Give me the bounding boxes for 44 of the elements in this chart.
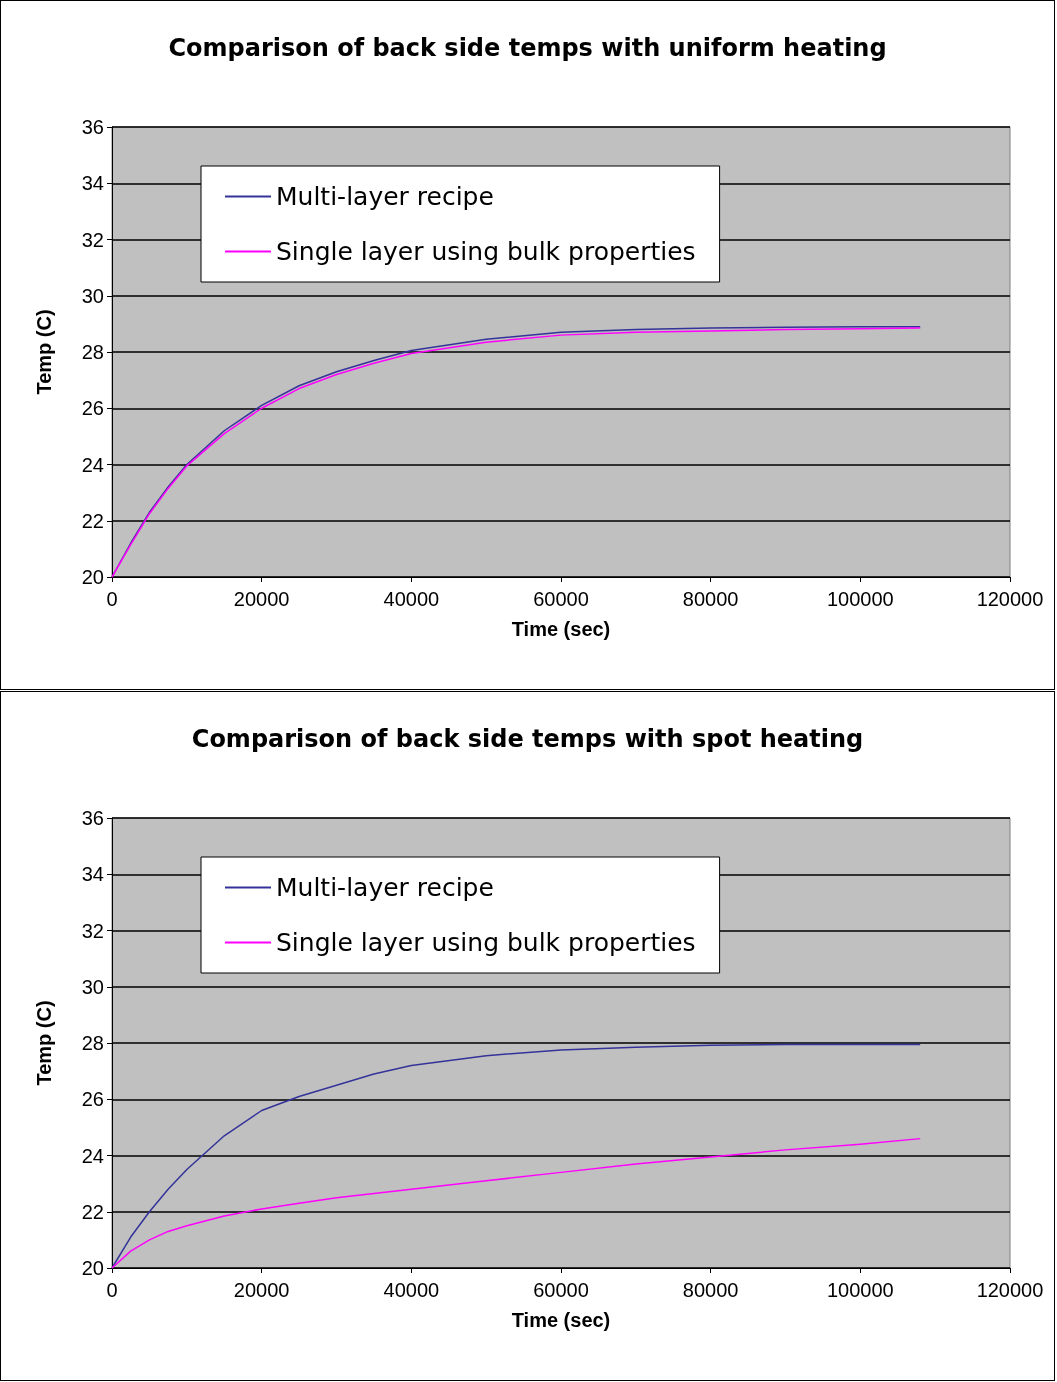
line-series bbox=[111, 1043, 921, 1269]
y-tick-label: 26 bbox=[81, 1088, 104, 1111]
y-tick-label: 36 bbox=[81, 116, 104, 138]
x-tick-label: 120000 bbox=[976, 1279, 1044, 1301]
y-tick-label: 32 bbox=[81, 228, 104, 251]
legend-label: Single layer using bulk properties bbox=[276, 928, 696, 957]
y-tick-label: 32 bbox=[81, 919, 104, 942]
x-tick-label: 20000 bbox=[233, 588, 290, 610]
y-tick-label: 28 bbox=[81, 1032, 104, 1054]
x-axis-title: Time (sec) bbox=[511, 618, 611, 640]
y-tick-label: 20 bbox=[81, 566, 104, 588]
x-tick-label: 80000 bbox=[682, 1279, 739, 1301]
x-tick-label: 60000 bbox=[533, 1279, 589, 1301]
x-tick-label: 100000 bbox=[826, 1279, 894, 1301]
y-tick-label: 24 bbox=[81, 1144, 104, 1167]
x-axis-title: Time (sec) bbox=[511, 1309, 611, 1331]
y-tick-label: 34 bbox=[81, 172, 104, 195]
x-tick-label: 20000 bbox=[233, 1279, 290, 1301]
y-tick-label: 22 bbox=[81, 1200, 104, 1223]
x-tick-label: 0 bbox=[106, 1279, 118, 1301]
y-axis-title: Temp (C) bbox=[33, 309, 55, 395]
legend-label: Single layer using bulk properties bbox=[276, 237, 696, 266]
line-series bbox=[111, 1137, 921, 1269]
x-tick-label: 0 bbox=[106, 588, 118, 610]
y-tick-label: 22 bbox=[81, 509, 104, 532]
chart-title: Comparison of back side temps with spot heating bbox=[191, 725, 864, 753]
legend-label: Multi-layer recipe bbox=[276, 182, 494, 211]
chart-title: Comparison of back side temps with uniform heating bbox=[168, 34, 887, 62]
y-tick-label: 34 bbox=[81, 863, 104, 886]
y-tick-label: 20 bbox=[81, 1257, 104, 1279]
x-tick-label: 40000 bbox=[383, 588, 440, 610]
y-tick-label: 36 bbox=[81, 807, 104, 829]
x-tick-label: 40000 bbox=[383, 1279, 440, 1301]
y-tick-label: 30 bbox=[81, 284, 104, 307]
legend-label: Multi-layer recipe bbox=[276, 873, 494, 902]
y-axis-title: Temp (C) bbox=[33, 1000, 55, 1086]
x-tick-label: 120000 bbox=[976, 588, 1044, 610]
x-tick-label: 100000 bbox=[826, 588, 894, 610]
y-tick-label: 24 bbox=[81, 453, 104, 476]
x-tick-label: 60000 bbox=[533, 588, 589, 610]
y-tick-label: 28 bbox=[81, 341, 104, 363]
x-tick-label: 80000 bbox=[682, 588, 739, 610]
y-tick-label: 30 bbox=[81, 975, 104, 998]
y-tick-label: 26 bbox=[81, 397, 104, 420]
